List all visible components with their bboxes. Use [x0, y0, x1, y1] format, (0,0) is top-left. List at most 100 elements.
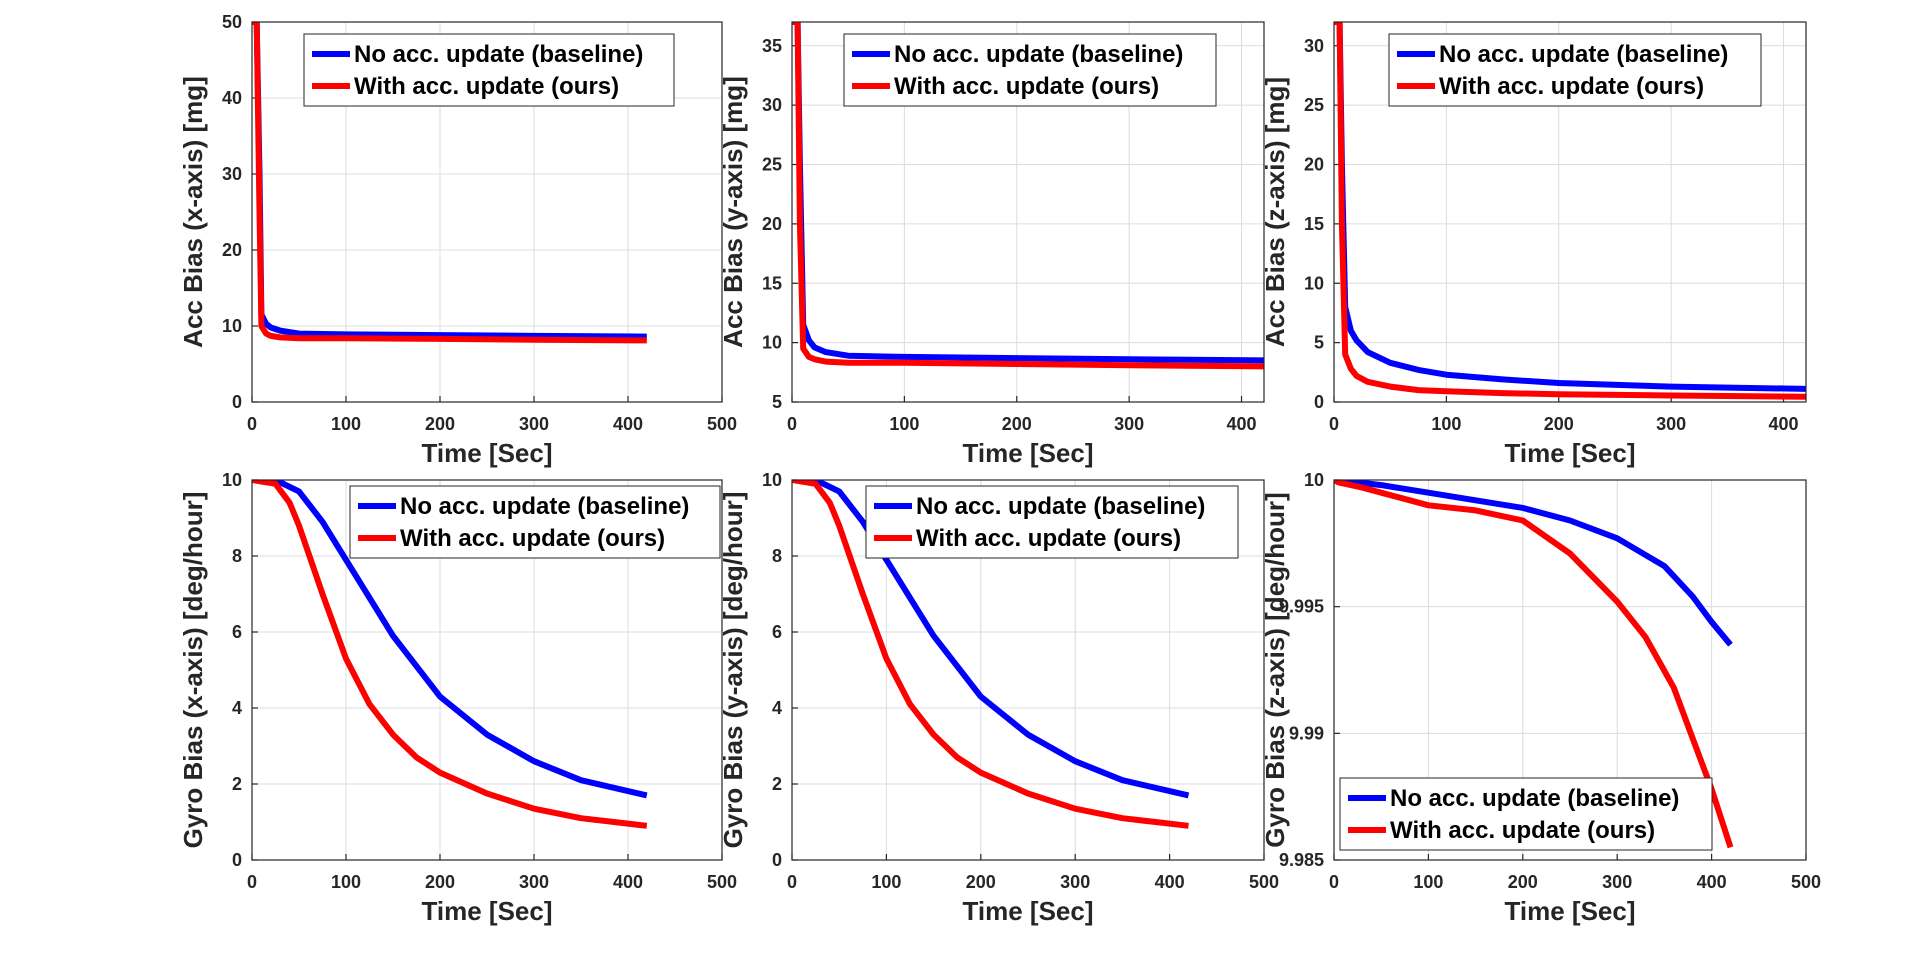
y-tick-label: 20	[1304, 155, 1324, 175]
series-line-ours	[1334, 22, 1806, 400]
x-axis-label: Time [Sec]	[1504, 896, 1635, 926]
legend-label-baseline: No acc. update (baseline)	[916, 493, 1205, 520]
y-tick-label: 5	[1314, 333, 1324, 353]
y-tick-label: 10	[762, 333, 782, 353]
legend-box	[349, 485, 721, 559]
series-line-baseline	[1334, 480, 1733, 647]
y-tick-label: 15	[1304, 214, 1324, 234]
x-tick-label: 100	[889, 414, 919, 434]
x-tick-label: 0	[787, 872, 797, 892]
chart-gyro-z: 0 100 200 300 400 500 9.985 9.99 9.995 10 Time [Se…	[1260, 470, 1821, 926]
series-line-ours	[252, 480, 648, 829]
legend-box	[1388, 33, 1762, 107]
y-tick-label: 35	[762, 36, 782, 56]
y-tick-label: 5	[772, 392, 782, 412]
x-tick-label: 300	[1656, 414, 1686, 434]
x-tick-label: 500	[1249, 872, 1279, 892]
x-tick-label: 500	[707, 872, 737, 892]
x-tick-label: 0	[787, 414, 797, 434]
chart-acc-z: 0 100 200 300 400 0 5 10 15 20 25 30 Time [Sec] Acc B…	[1260, 21, 1807, 468]
series-line-ours	[792, 480, 1189, 829]
y-tick-label: 25	[762, 155, 782, 175]
y-tick-label: 2	[232, 774, 242, 794]
y-tick-label: 10	[762, 470, 782, 490]
y-tick-label: 25	[1304, 95, 1324, 115]
legend: No acc. update (baseline) With acc. updat…	[349, 485, 721, 559]
legend-label-ours: With acc. update (ours)	[1390, 817, 1655, 844]
legend-label-ours: With acc. update (ours)	[354, 73, 619, 100]
y-tick-label: 9.995	[1279, 597, 1324, 617]
x-tick-label: 400	[1155, 872, 1185, 892]
y-tick-label: 6	[232, 622, 242, 642]
x-tick-label: 100	[871, 872, 901, 892]
x-tick-label: 100	[331, 872, 361, 892]
x-tick-label: 400	[613, 872, 643, 892]
legend-label-baseline: No acc. update (baseline)	[400, 493, 689, 520]
x-tick-label: 300	[519, 872, 549, 892]
legend-label-ours: With acc. update (ours)	[916, 525, 1181, 552]
legend-label-ours: With acc. update (ours)	[894, 73, 1159, 100]
y-tick-label: 9.99	[1289, 723, 1324, 743]
chart-gyro-y: 0 100 200 300 400 500 0 2 4 6 8 10 Time [Sec] Gyro Bi…	[718, 470, 1279, 926]
y-axis-label: Acc Bias (y-axis) [mg]	[718, 76, 748, 348]
y-tick-label: 10	[1304, 273, 1324, 293]
axes-box	[1333, 21, 1807, 403]
chart-gyro-x: 0 100 200 300 400 500 0 2 4 6 8 10 Time [Sec] Gyro Bi…	[178, 470, 737, 926]
y-tick-label: 9.985	[1279, 850, 1324, 870]
x-tick-label: 200	[966, 872, 996, 892]
legend: No acc. update (baseline) With acc. updat…	[865, 485, 1239, 559]
y-tick-label: 2	[772, 774, 782, 794]
x-tick-label: 100	[1431, 414, 1461, 434]
legend: No acc. update (baseline) With acc. updat…	[843, 33, 1217, 107]
axes-box	[251, 21, 723, 403]
x-tick-label: 300	[1602, 872, 1632, 892]
series-line-baseline	[792, 480, 1190, 799]
series-line-baseline	[252, 480, 648, 799]
legend-label-ours: With acc. update (ours)	[400, 525, 665, 552]
x-tick-label: 400	[613, 414, 643, 434]
y-tick-label: 10	[222, 316, 242, 336]
x-tick-label: 0	[1329, 872, 1339, 892]
axes-box	[791, 479, 1265, 861]
y-tick-label: 20	[762, 214, 782, 234]
x-tick-label: 300	[1114, 414, 1144, 434]
legend-box	[865, 485, 1239, 559]
x-tick-label: 300	[1060, 872, 1090, 892]
y-tick-label: 40	[222, 88, 242, 108]
x-tick-label: 200	[425, 872, 455, 892]
legend: No acc. update (baseline) With acc. updat…	[303, 33, 675, 107]
x-axis-label: Time [Sec]	[962, 896, 1093, 926]
x-tick-label: 0	[247, 414, 257, 434]
y-tick-label: 8	[772, 546, 782, 566]
y-tick-label: 10	[222, 470, 242, 490]
x-tick-label: 0	[247, 872, 257, 892]
legend-label-baseline: No acc. update (baseline)	[894, 41, 1183, 68]
x-tick-label: 400	[1697, 872, 1727, 892]
series-line-ours	[1334, 480, 1734, 849]
x-tick-label: 200	[1002, 414, 1032, 434]
axes-box	[1333, 479, 1807, 861]
legend-label-baseline: No acc. update (baseline)	[1439, 41, 1728, 68]
y-axis-label: Gyro Bias (z-axis) [deg/hour]	[1260, 492, 1290, 847]
x-tick-label: 0	[1329, 414, 1339, 434]
y-tick-label: 8	[232, 546, 242, 566]
y-axis-label: Gyro Bias (x-axis) [deg/hour]	[178, 492, 208, 849]
legend-box	[303, 33, 675, 107]
x-tick-label: 400	[1769, 414, 1799, 434]
legend-box	[843, 33, 1217, 107]
series-line-ours	[792, 22, 1264, 370]
y-tick-label: 10	[1304, 470, 1324, 490]
x-tick-label: 100	[1413, 872, 1443, 892]
x-tick-label: 500	[707, 414, 737, 434]
x-axis-label: Time [Sec]	[1504, 438, 1635, 468]
x-axis-label: Time [Sec]	[421, 438, 552, 468]
y-tick-label: 6	[772, 622, 782, 642]
y-tick-label: 30	[222, 164, 242, 184]
x-tick-label: 500	[1791, 872, 1821, 892]
x-tick-label: 200	[1508, 872, 1538, 892]
legend: No acc. update (baseline) With acc. updat…	[1339, 777, 1713, 851]
y-tick-label: 30	[1304, 36, 1324, 56]
axes-box	[791, 21, 1265, 403]
x-tick-label: 200	[425, 414, 455, 434]
y-tick-label: 20	[222, 240, 242, 260]
